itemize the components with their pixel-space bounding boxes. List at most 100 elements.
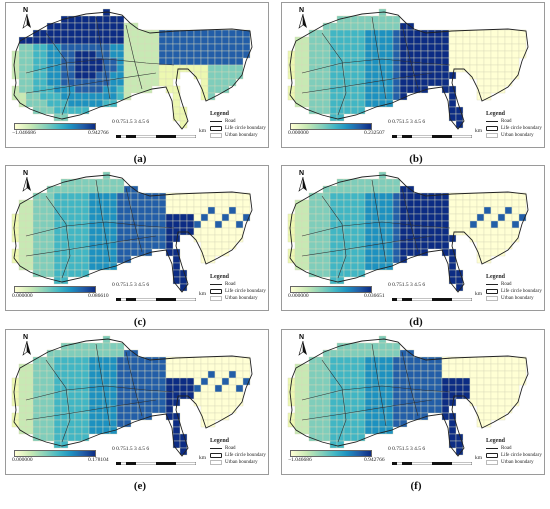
grid-cell [490,241,499,250]
grid-cell [81,234,90,243]
grid-cell [441,36,450,45]
grid-cell [329,363,338,372]
grid-cell [490,248,499,257]
grid-cell [158,71,167,80]
grid-cell [214,71,223,80]
grid-cell [60,92,69,101]
grid-cell [46,92,55,101]
grid-cell [228,398,237,407]
grid-cell [420,412,429,421]
grid-cell [406,29,415,38]
grid-cell [364,15,373,24]
grid-cell [193,377,202,386]
grid-cell [357,234,366,243]
grid-cell [490,227,499,236]
grid-cell [214,234,223,243]
grid-cell [207,220,216,229]
grid-cell [95,57,104,66]
grid-cell [214,206,223,215]
grid-cell [357,391,366,400]
grid-cell [504,57,513,66]
grid-cell [130,50,139,59]
grid-cell [95,71,104,80]
grid-cell [357,29,366,38]
grid-cell [81,405,90,414]
grid-cell [483,92,492,101]
grid-cell [228,220,237,229]
grid-cell [497,71,506,80]
grid-cell [32,363,41,372]
legend-title: Legend [486,111,506,117]
grid-cell [378,206,387,215]
grid-cell [476,391,485,400]
grid-cell [322,426,331,435]
grid-cell [53,234,62,243]
grid-cell [315,57,324,66]
grid-cell [11,57,20,66]
grid-cell [242,50,251,59]
grid-cell [399,227,408,236]
grid-cell [221,199,230,208]
map-panel-e: N 0.000000 0.178104 0 0.751.5 3 4.5 6 km Lege… [5,329,269,475]
grid-cell [74,412,83,421]
road-line [301,221,451,237]
grid-cell [207,405,216,414]
grid-cell [490,412,499,421]
grid-cell [371,412,380,421]
grid-cell [427,29,436,38]
grid-cell [46,370,55,379]
grid-cell [469,363,478,372]
grid-cell [455,377,464,386]
grid-cell [511,57,520,66]
map-panel-a: N −1.046686 0.942766 0 0.751.5 3 4.5 6 km Leg… [5,2,269,148]
grid-cell [200,391,209,400]
grid-cell [151,363,160,372]
grid-cell [511,220,520,229]
grid-cell [462,50,471,59]
grid-cell [193,384,202,393]
grid-cell [18,78,27,87]
grid-cell [228,78,237,87]
grid-cell [441,213,450,222]
life-circle-boundary [13,11,253,130]
grid-cell [504,50,513,59]
grid-cell [385,377,394,386]
grid-cell [476,241,485,250]
grid-cell [462,36,471,45]
grid-cell [221,64,230,73]
grid-cell [322,262,331,271]
grid-cell [151,391,160,400]
grid-cell [497,50,506,59]
grid-cell [350,36,359,45]
grid-cell [88,43,97,52]
grid-cell [25,363,34,372]
grid-cell [483,227,492,236]
grid-cell [151,377,160,386]
grid-cell [60,192,69,201]
grid-cell [214,248,223,257]
grid-cell [60,185,69,194]
grid-cell [420,248,429,257]
grid-cell [74,50,83,59]
north-arrow-icon: N [296,170,310,193]
grid-cell [88,36,97,45]
grid-cell [228,356,237,365]
grid-cell [308,92,317,101]
grid-cell [385,412,394,421]
grid-cell [102,50,111,59]
grid-cell [137,199,146,208]
grid-cell [294,206,303,215]
grid-cell [308,99,317,108]
grid-cell [434,199,443,208]
grid-cell [193,220,202,229]
grid-cell [172,384,181,393]
grid-cell [322,92,331,101]
grid-cell [81,349,90,358]
grid-cell [137,64,146,73]
grid-cell [420,213,429,222]
grid-cell [308,50,317,59]
grid-cell [53,405,62,414]
grid-cell [504,213,513,222]
grid-cell [413,220,422,229]
grid-cell [476,57,485,66]
